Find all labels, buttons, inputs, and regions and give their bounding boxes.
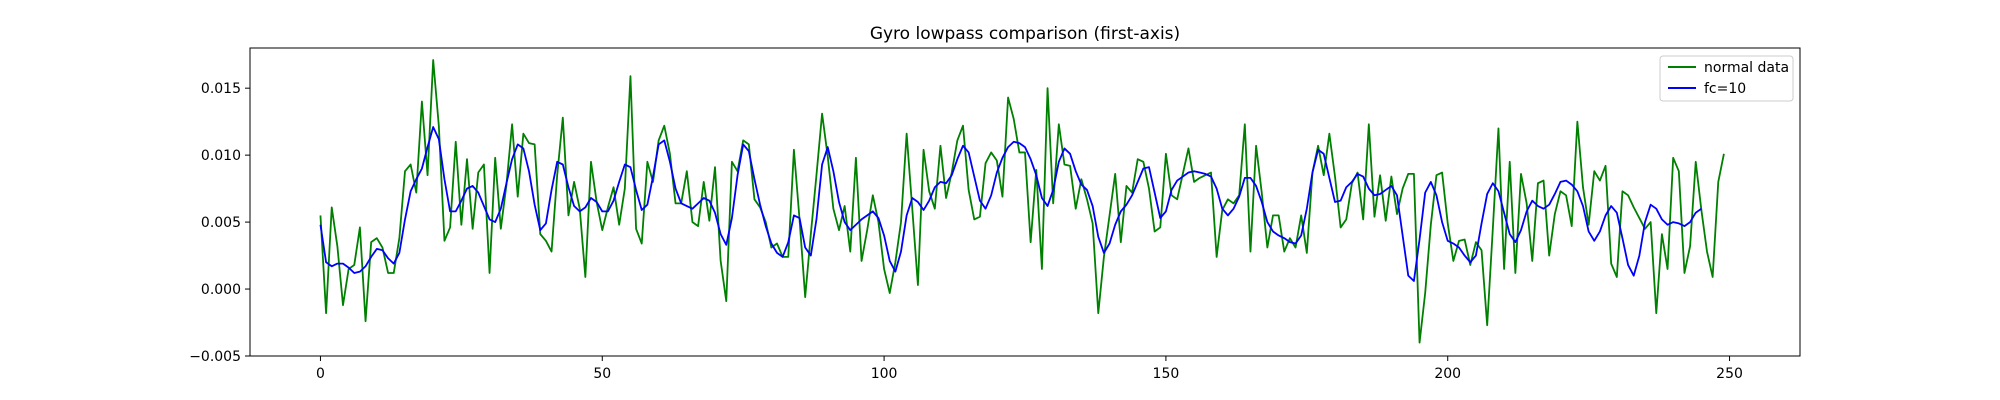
legend-label-fc10: fc=10 — [1704, 81, 1746, 97]
y-tick-label: 0.010 — [201, 148, 241, 164]
legend-label-normal-data: normal data — [1704, 60, 1789, 76]
series-line-fc-10 — [319, 126, 1702, 282]
x-tick-label: 200 — [1434, 366, 1461, 382]
x-tick-label: 150 — [1153, 366, 1180, 382]
chart-title: Gyro lowpass comparison (first-axis) — [870, 24, 1180, 44]
x-tick-label: 250 — [1716, 366, 1743, 382]
x-tick-label: 0 — [316, 366, 325, 382]
plot-frame — [249, 47, 1801, 357]
legend: normal data fc=10 — [1659, 55, 1794, 102]
y-axis: −0.005 0.000 0.005 0.010 0.015 — [189, 81, 250, 365]
series-layer — [319, 59, 1725, 344]
x-tick-label: 100 — [871, 366, 898, 382]
series-line-normal-data — [319, 59, 1725, 344]
y-tick-label: 0.005 — [201, 215, 241, 231]
x-axis: 0 50 100 150 200 250 — [316, 356, 1743, 382]
x-tick-label: 50 — [593, 366, 611, 382]
y-tick-label: −0.005 — [189, 349, 241, 365]
y-tick-label: 0.000 — [201, 282, 241, 298]
y-tick-label: 0.015 — [201, 81, 241, 97]
